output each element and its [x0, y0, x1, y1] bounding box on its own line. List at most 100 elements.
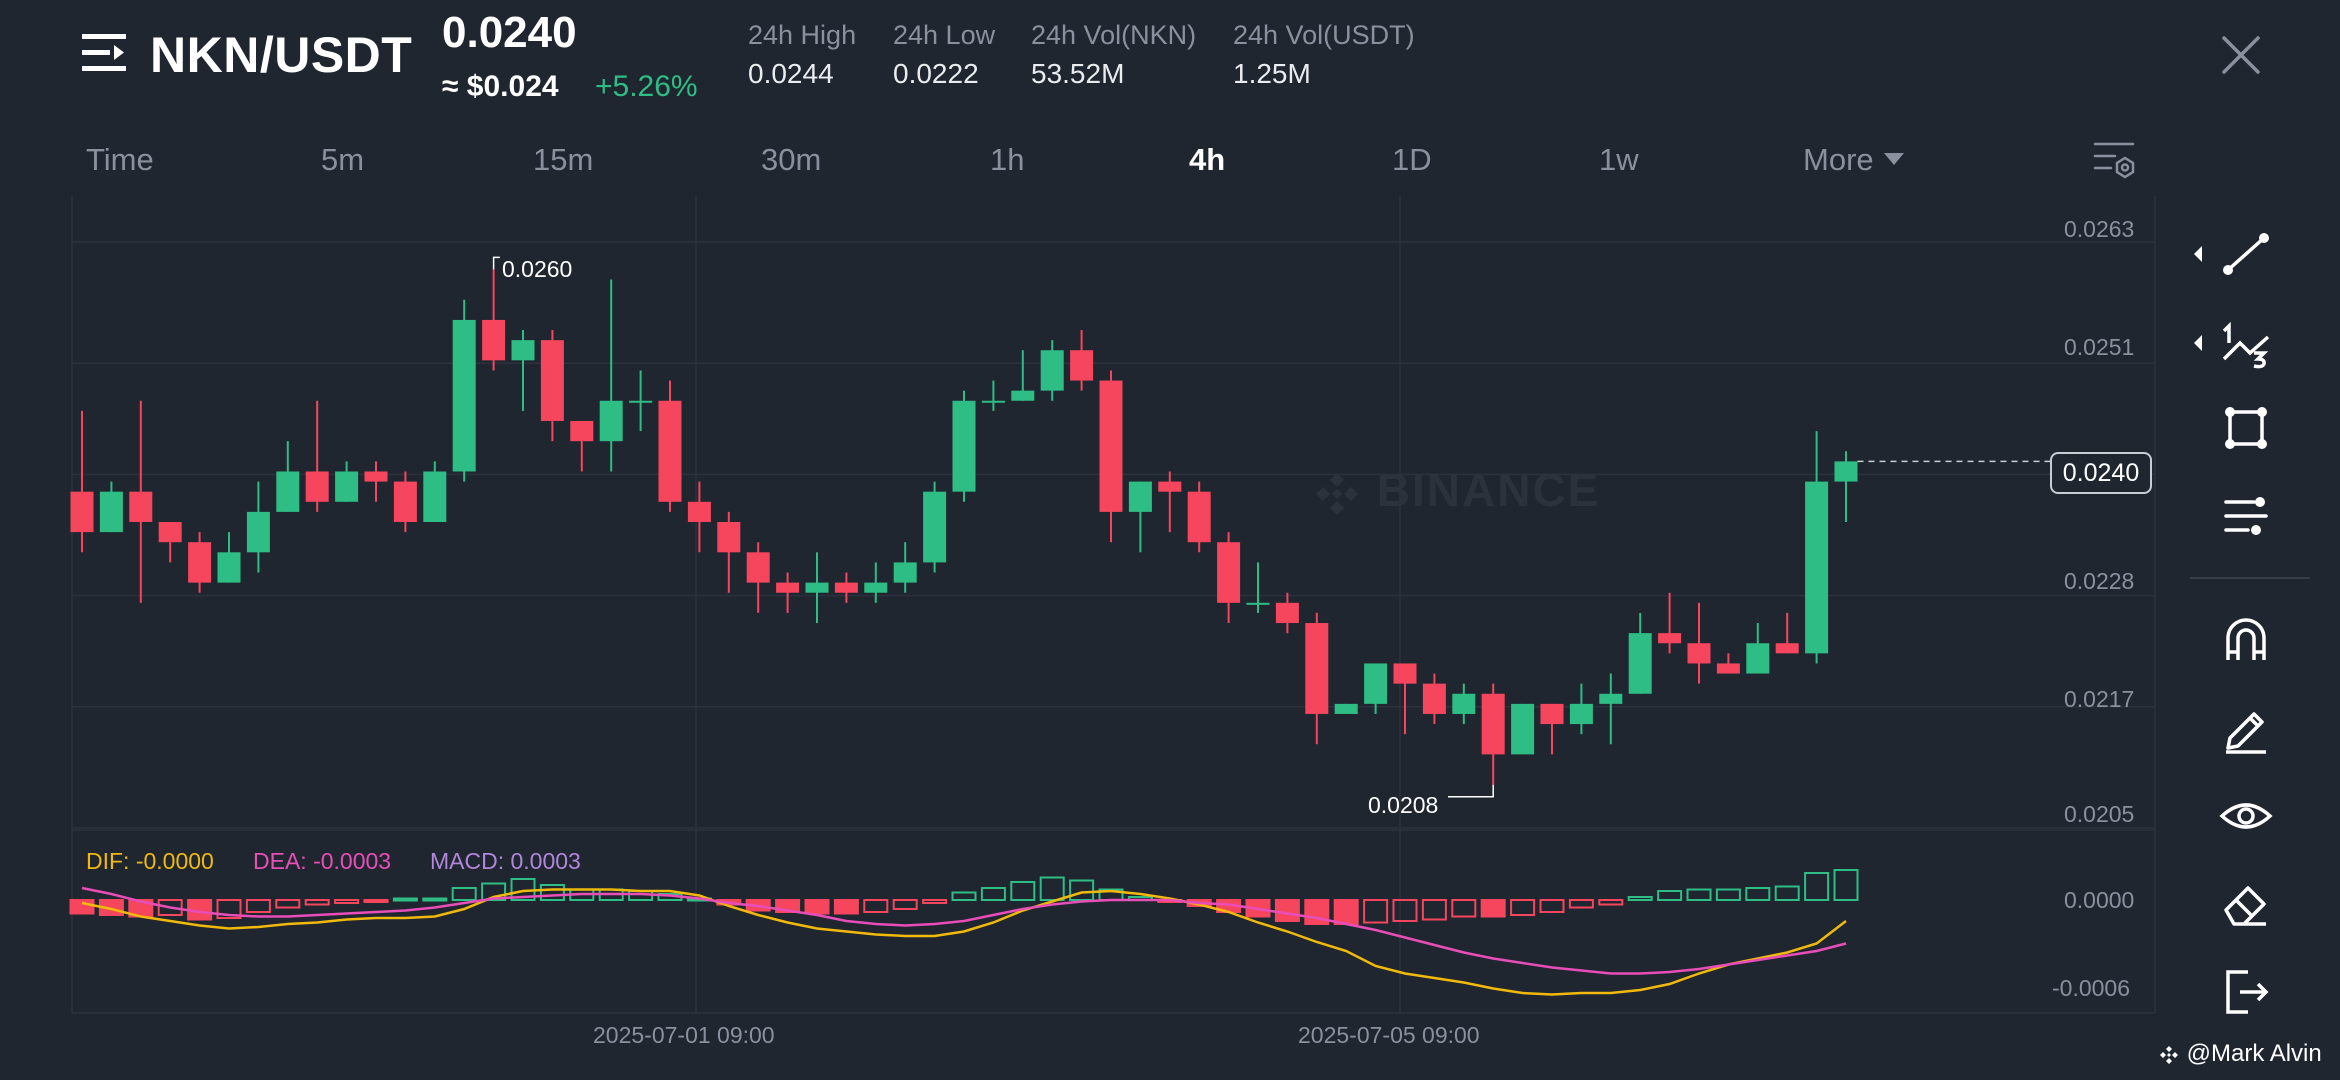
candle-body: [217, 552, 241, 583]
candle-body: [1599, 693, 1623, 704]
candle-body: [158, 522, 182, 543]
menu-icon[interactable]: [80, 30, 128, 78]
candle-body: [246, 511, 270, 553]
candle-body: [1716, 663, 1740, 674]
stat-vol-nkn-value: 53.52M: [1031, 58, 1125, 89]
candle-body: [1275, 602, 1299, 624]
candle-body: [364, 471, 388, 482]
macd-bar: [157, 899, 183, 916]
macd-bar: [392, 897, 418, 902]
price-axis-tick: 0.0251: [2064, 334, 2135, 360]
macd-bar: [481, 882, 507, 901]
candle-body: [1422, 683, 1446, 714]
candle-body: [1217, 542, 1241, 603]
candle-body: [805, 582, 829, 593]
macd-bar: [1392, 899, 1418, 922]
macd-bar: [1804, 872, 1830, 901]
price-axis-tick: 0.0217: [2064, 686, 2135, 712]
macd-bar: [1333, 899, 1359, 925]
candle-body: [1628, 633, 1652, 694]
macd-bar: [1539, 899, 1565, 913]
macd-bar: [892, 899, 918, 910]
binance-logo-icon: [1316, 472, 1358, 515]
candle-body: [776, 582, 800, 593]
stat-low-label: 24h Low: [893, 20, 996, 50]
last-price: 0.0240: [442, 8, 577, 57]
candle-body: [864, 582, 888, 593]
credit-label: @Mark Alvin: [2186, 1040, 2322, 1067]
dif-line: [81, 888, 1847, 996]
expand-left-icon[interactable]: [2190, 329, 2206, 357]
fibonacci-icon[interactable]: [2218, 315, 2274, 371]
magnet-icon[interactable]: [2218, 612, 2274, 668]
candle-body: [1334, 703, 1358, 714]
tab-4h[interactable]: 4h: [1189, 142, 1226, 177]
candle-body: [687, 501, 711, 522]
trend-line-icon[interactable]: [2218, 226, 2274, 282]
tab-1h[interactable]: 1h: [990, 142, 1025, 177]
candle-body: [1070, 350, 1094, 381]
macd-bar: [1010, 881, 1036, 901]
candle-body: [335, 471, 359, 502]
tab-5m[interactable]: 5m: [321, 142, 365, 177]
tab-1d[interactable]: 1D: [1392, 142, 1432, 177]
price-axis-tick: 0.0263: [2064, 216, 2135, 242]
candlestick-chart[interactable]: [0, 0, 2160, 1080]
candle-body: [952, 400, 976, 492]
tab-time[interactable]: Time: [86, 142, 154, 177]
macd-bar: [422, 897, 448, 902]
macd-indicator: MACD: 0.0003: [430, 848, 581, 874]
candle-body: [276, 471, 300, 512]
macd-bar: [1039, 876, 1065, 901]
trading-pair-title[interactable]: NKN/USDT: [150, 27, 413, 83]
more-label: More: [1803, 142, 1874, 177]
price-axis-tick: 0.0228: [2064, 568, 2135, 594]
candle-body: [1187, 491, 1211, 543]
indicator-settings-icon[interactable]: [2218, 488, 2274, 544]
macd-bar: [1627, 896, 1653, 901]
exit-icon[interactable]: [2218, 964, 2274, 1020]
eraser-icon[interactable]: [2218, 876, 2274, 932]
tab-1w[interactable]: 1w: [1599, 142, 1639, 177]
candle-body: [1805, 481, 1829, 654]
candle-body: [70, 491, 94, 533]
expand-left-icon[interactable]: [2190, 240, 2206, 268]
candle-body: [1393, 663, 1417, 684]
candle-body: [893, 562, 917, 583]
candle-body: [1246, 602, 1270, 605]
tab-30m[interactable]: 30m: [761, 142, 822, 177]
candle-body: [1128, 481, 1152, 512]
candle-body: [540, 340, 564, 421]
pen-icon[interactable]: [2218, 700, 2274, 756]
price-axis-tick: 0.0205: [2064, 801, 2135, 827]
macd-bar: [69, 899, 95, 915]
chart-settings-icon[interactable]: [2093, 140, 2137, 180]
candle-body: [1540, 703, 1564, 725]
macd-bar: [1598, 899, 1624, 906]
macd-axis-tick: 0.0000: [2064, 887, 2135, 913]
candle-body: [923, 491, 947, 563]
tab-more[interactable]: More: [1803, 142, 1904, 178]
credit-text: @Mark Alvin: [2158, 1040, 2322, 1068]
close-icon[interactable]: [2220, 34, 2262, 76]
candle-body: [717, 522, 741, 553]
last-price-tag: 0.0240: [2050, 452, 2152, 494]
candle-body: [1658, 633, 1682, 644]
macd-bar: [1274, 899, 1300, 922]
eye-icon[interactable]: [2218, 788, 2274, 844]
candle-body: [834, 582, 858, 593]
candle-body: [482, 319, 506, 361]
caret-down-icon: [1883, 152, 1904, 165]
macd-bar: [275, 899, 301, 909]
tab-15m[interactable]: 15m: [533, 142, 594, 177]
macd-bar: [1451, 899, 1477, 918]
dea-indicator: DEA: -0.0003: [253, 848, 392, 874]
macd-bar: [304, 899, 330, 906]
stat-vol-nkn-label: 24h Vol(NKN): [1031, 20, 1197, 50]
macd-bar: [863, 899, 889, 913]
rectangle-tool-icon[interactable]: [2218, 400, 2274, 456]
candle-body: [1746, 643, 1770, 674]
candle-body: [393, 481, 417, 522]
candle-body: [1040, 350, 1064, 391]
high-marker-line: [492, 256, 500, 270]
